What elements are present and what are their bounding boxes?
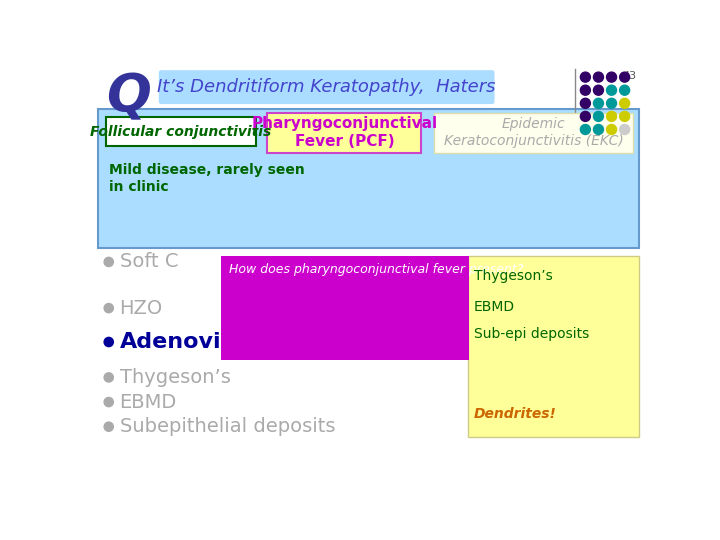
- FancyBboxPatch shape: [267, 112, 421, 153]
- Text: Thygeson’s: Thygeson’s: [120, 368, 230, 387]
- FancyBboxPatch shape: [98, 110, 639, 248]
- Text: Soft C: Soft C: [120, 252, 178, 272]
- Circle shape: [620, 111, 630, 122]
- Text: EBMD: EBMD: [474, 300, 515, 314]
- FancyBboxPatch shape: [221, 256, 469, 360]
- Text: EBMD: EBMD: [120, 393, 177, 411]
- Text: How does pharyngoconjunctival fever present?: How does pharyngoconjunctival fever pres…: [229, 264, 523, 276]
- Circle shape: [593, 111, 603, 122]
- Circle shape: [580, 125, 590, 134]
- FancyBboxPatch shape: [159, 70, 495, 104]
- Circle shape: [606, 125, 616, 134]
- Text: HZO: HZO: [120, 299, 163, 318]
- Circle shape: [593, 125, 603, 134]
- Circle shape: [593, 85, 603, 95]
- Text: It’s Dendritiform Keratopathy,  Haters: It’s Dendritiform Keratopathy, Haters: [158, 78, 496, 96]
- Circle shape: [620, 98, 630, 109]
- Circle shape: [104, 397, 113, 407]
- Text: Thygeson’s: Thygeson’s: [474, 269, 552, 283]
- Text: Follicular conjunctivitis: Follicular conjunctivitis: [90, 125, 271, 139]
- FancyBboxPatch shape: [106, 117, 256, 146]
- Circle shape: [606, 111, 616, 122]
- Text: 43: 43: [623, 71, 637, 81]
- Text: Sub-epi deposits: Sub-epi deposits: [474, 327, 589, 341]
- Circle shape: [606, 98, 616, 109]
- Circle shape: [580, 85, 590, 95]
- Circle shape: [104, 373, 113, 382]
- FancyBboxPatch shape: [467, 256, 639, 437]
- Text: Q: Q: [106, 71, 150, 123]
- Circle shape: [104, 338, 113, 347]
- Circle shape: [104, 257, 113, 267]
- Text: Adenovirus: Adenovirus: [120, 332, 261, 352]
- Circle shape: [593, 98, 603, 109]
- Circle shape: [104, 303, 113, 313]
- Circle shape: [620, 85, 630, 95]
- Text: Dendrites!: Dendrites!: [474, 408, 557, 421]
- Circle shape: [104, 422, 113, 431]
- Circle shape: [580, 111, 590, 122]
- Text: Subepithelial deposits: Subepithelial deposits: [120, 417, 335, 436]
- Circle shape: [580, 98, 590, 109]
- Text: Mild disease, rarely seen
in clinic: Mild disease, rarely seen in clinic: [109, 164, 305, 193]
- Circle shape: [620, 125, 630, 134]
- Circle shape: [580, 72, 590, 82]
- Circle shape: [606, 72, 616, 82]
- Circle shape: [620, 72, 630, 82]
- FancyBboxPatch shape: [434, 112, 633, 153]
- Circle shape: [606, 85, 616, 95]
- Text: Epidemic
Keratoconjunctivitis (EKC): Epidemic Keratoconjunctivitis (EKC): [444, 118, 624, 147]
- Text: Pharyngoconjunctival
Fever (PCF): Pharyngoconjunctival Fever (PCF): [251, 116, 438, 148]
- Circle shape: [593, 72, 603, 82]
